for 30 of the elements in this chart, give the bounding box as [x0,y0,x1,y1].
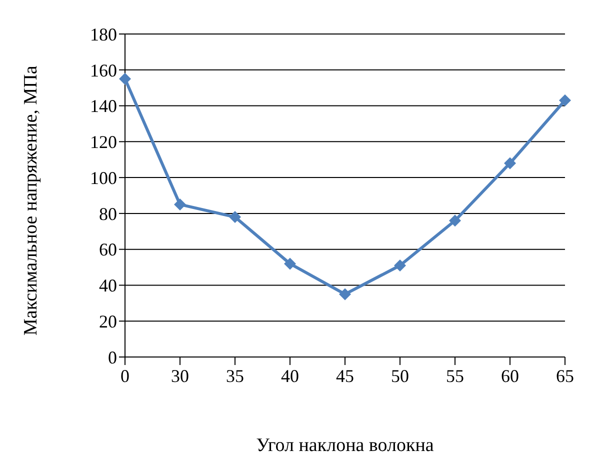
point [504,157,516,170]
point [449,214,461,227]
y-tick-label: 60 [99,240,117,260]
x-tick-label: 60 [501,366,519,386]
y-tick-label: 20 [99,312,117,332]
x-axis-title: Угол наклона волокна [256,435,434,456]
y-tick-label: 160 [90,60,117,80]
y-tick-label: 180 [90,24,117,44]
y-tick-label: 0 [108,347,117,368]
point [174,198,186,210]
point [284,258,296,270]
point [119,72,131,85]
x-tick-label: 35 [226,366,244,386]
x-tick-label: 45 [336,366,354,386]
point [394,259,406,272]
y-tick-label: 140 [90,96,117,116]
y-tick-label: 100 [90,168,117,188]
point [559,94,571,106]
x-tick-label: 50 [391,366,409,386]
x-tick-label: 30 [171,366,189,386]
y-tick-label: 40 [99,276,117,296]
y-tick-label: 120 [90,132,117,152]
x-tick-label: 40 [281,366,299,386]
y-axis-title: Максимальное напряжение, МПа [20,65,42,336]
point [339,288,351,300]
x-tick-label: 55 [446,366,464,386]
y-tick-label: 80 [99,204,117,224]
x-tick-label: 65 [556,366,574,386]
x-tick-label: 0 [120,366,130,386]
point [229,211,241,224]
